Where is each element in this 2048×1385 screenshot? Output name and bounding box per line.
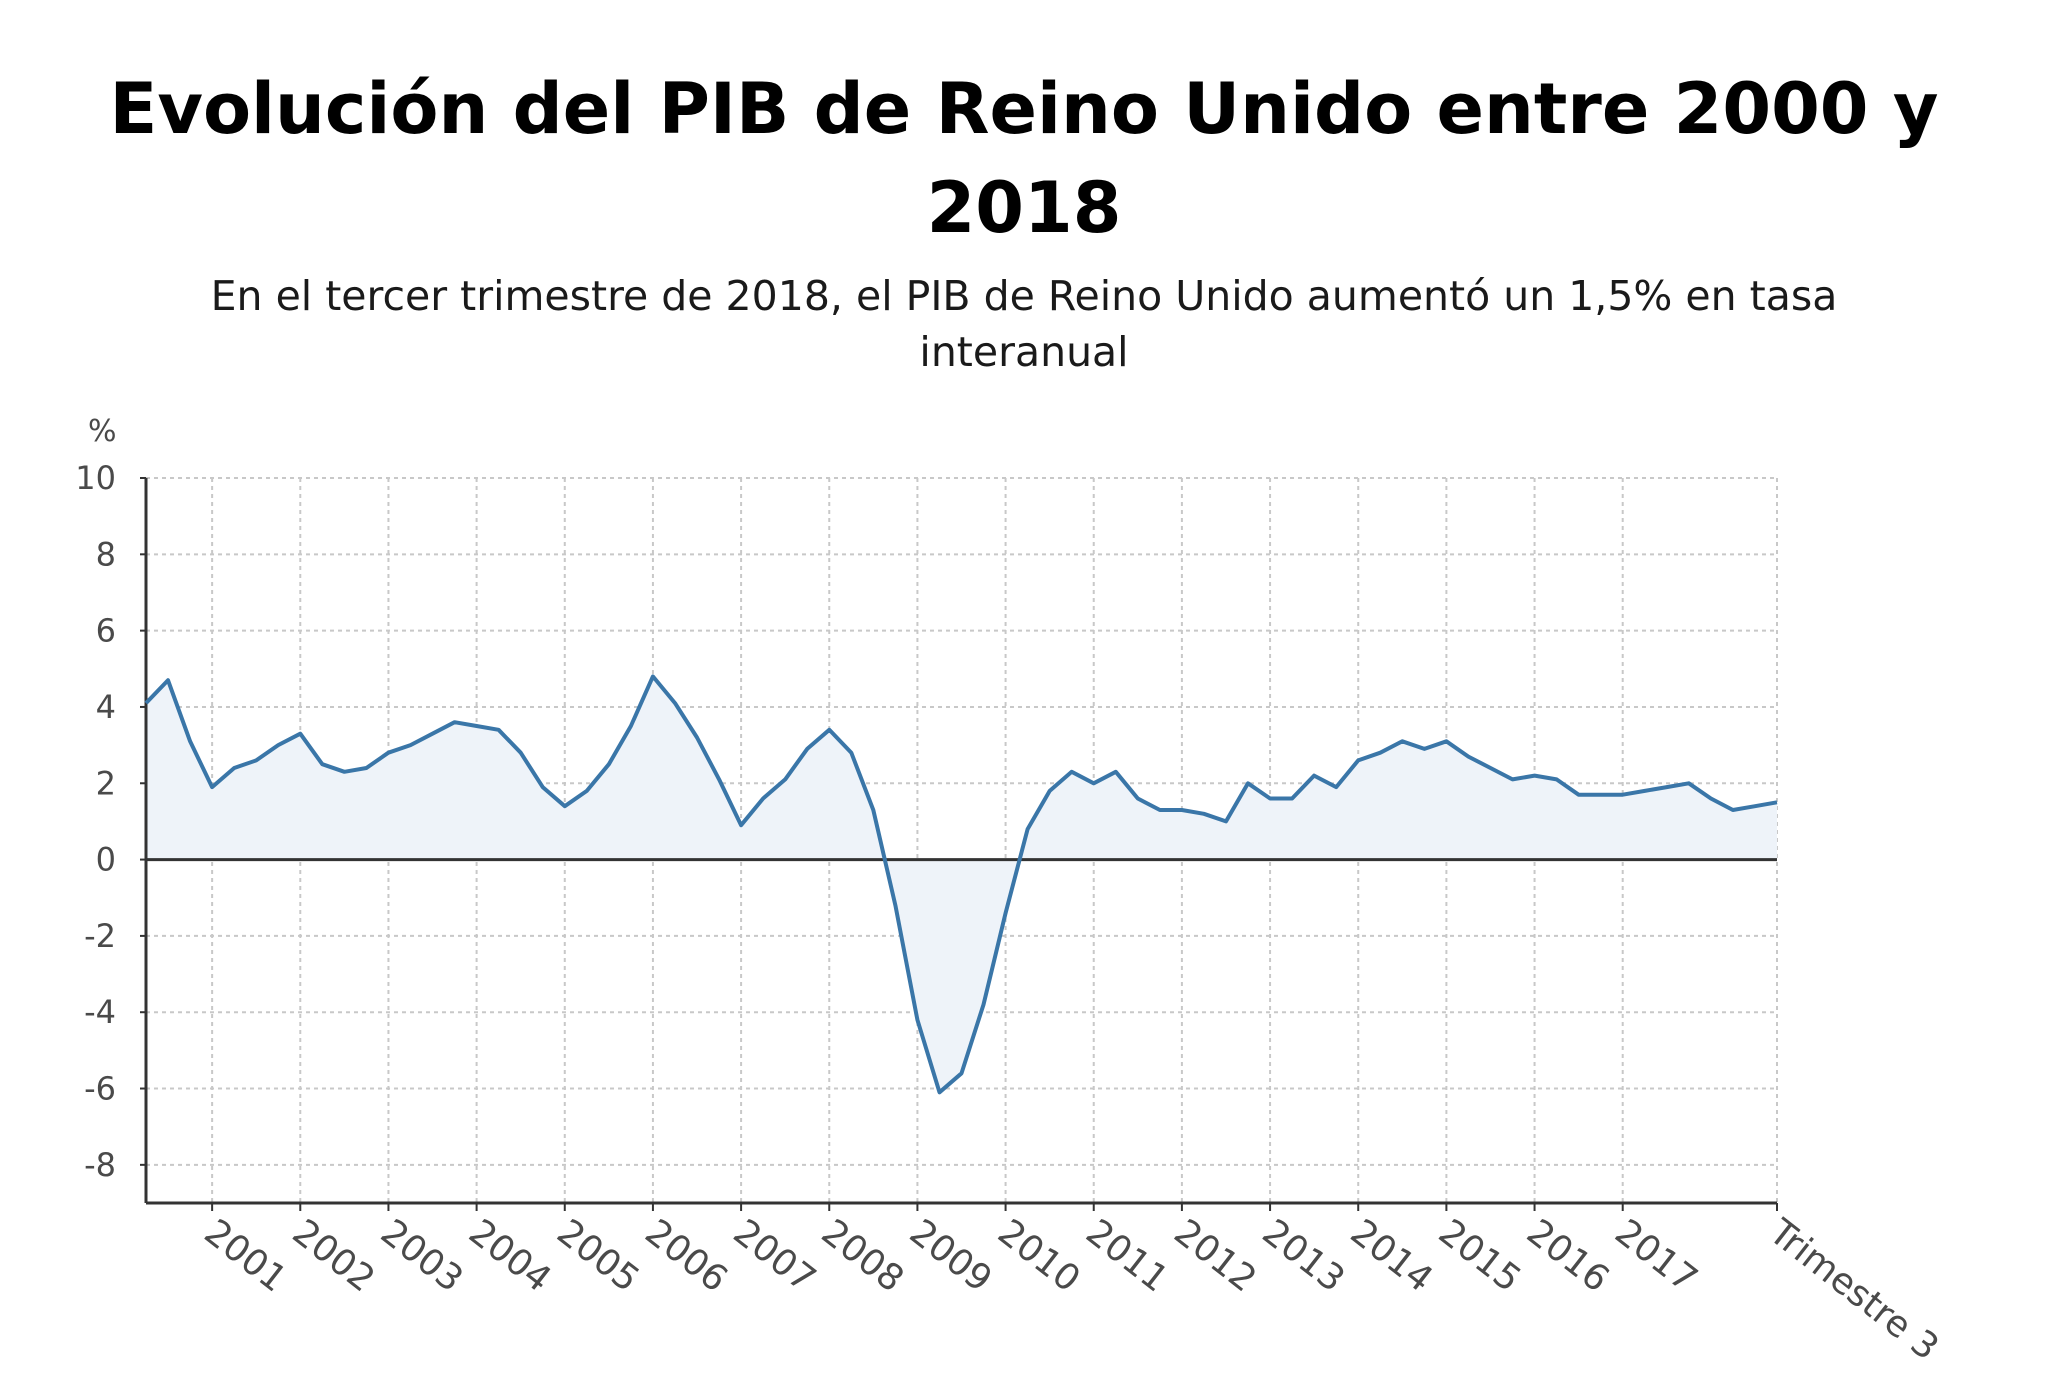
x-tick-label: 2014: [1343, 1212, 1440, 1301]
x-tick-label: 2013: [1255, 1212, 1352, 1301]
x-tick-label: 2001: [197, 1212, 294, 1301]
x-tick-label: 2002: [285, 1212, 382, 1301]
x-tick-label: 2005: [549, 1212, 646, 1301]
area-fill-group: [146, 676, 1777, 1093]
y-tick-label: -2: [84, 917, 116, 955]
chart-subtitle-line1: En el tercer trimestre de 2018, el PIB d…: [211, 272, 1838, 320]
y-tick-label: 2: [96, 764, 116, 802]
y-tick-label: 4: [96, 688, 116, 726]
y-tick-label: 0: [96, 841, 116, 879]
y-tick-label: 8: [96, 535, 116, 573]
chart-title-line2: 2018: [927, 167, 1122, 249]
y-axis-unit-label: %: [88, 414, 117, 449]
axes: [140, 477, 1778, 1211]
x-tick-label: 2009: [902, 1212, 999, 1301]
x-tick-label: 2017: [1607, 1212, 1704, 1301]
series-area-fill: [146, 676, 1777, 1093]
x-tick-label: 2010: [990, 1212, 1087, 1301]
chart-title-line1: Evolución del PIB de Reino Unido entre 2…: [110, 68, 1939, 150]
y-tick-label: -4: [84, 993, 116, 1031]
x-tick-label: 2004: [461, 1212, 558, 1301]
x-tick-label: 2006: [637, 1212, 734, 1301]
x-tick-label: 2015: [1431, 1212, 1528, 1301]
chart-subtitle-line2: interanual: [919, 328, 1128, 376]
x-tick-label: Trimestre 3: [1761, 1211, 1946, 1368]
y-tick-label: -8: [84, 1146, 116, 1184]
series-line: [144, 674, 1778, 1095]
x-tick-label: 2016: [1519, 1212, 1616, 1301]
y-tick-label: 6: [96, 612, 116, 650]
x-tick-labels: 2001200220032004200520062007200820092010…: [197, 1211, 1946, 1368]
y-tick-labels: 10 8 6 4 2 0 -2 -4 -6 -8: [75, 459, 116, 1184]
series-line-group: [144, 674, 1778, 1095]
x-tick-label: 2003: [373, 1212, 470, 1301]
x-tick-label: 2011: [1078, 1212, 1175, 1301]
x-tick-label: 2008: [814, 1212, 911, 1301]
x-tick-label: 2012: [1166, 1212, 1263, 1301]
y-tick-label: -6: [84, 1070, 116, 1108]
x-tick-label: 2007: [726, 1212, 823, 1301]
y-tick-label: 10: [75, 459, 116, 497]
